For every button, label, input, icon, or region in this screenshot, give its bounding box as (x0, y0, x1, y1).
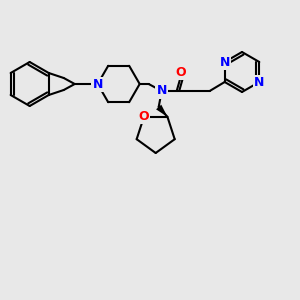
Text: N: N (157, 85, 167, 98)
Text: N: N (92, 77, 103, 91)
Text: O: O (139, 110, 149, 123)
Text: N: N (254, 76, 265, 88)
Text: O: O (176, 65, 186, 79)
Text: N: N (220, 56, 230, 68)
Polygon shape (156, 105, 167, 117)
